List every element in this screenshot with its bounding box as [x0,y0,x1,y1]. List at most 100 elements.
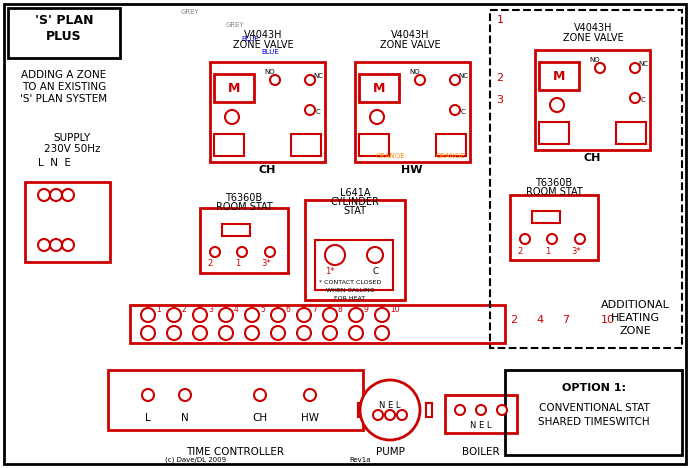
Bar [359,134,389,156]
Circle shape [38,239,50,251]
Circle shape [50,189,62,201]
Text: 230V 50Hz: 230V 50Hz [43,144,100,154]
Bar [222,224,250,236]
Text: 2: 2 [208,259,213,269]
Text: ROOM STAT: ROOM STAT [215,202,273,212]
Text: M: M [228,81,240,95]
Circle shape [375,326,389,340]
Text: N E L: N E L [380,401,401,410]
Bar [200,208,288,273]
Text: 2: 2 [182,306,187,314]
Text: NC: NC [458,73,468,79]
Circle shape [397,410,407,420]
Text: GREY: GREY [181,9,199,15]
Bar [130,305,505,343]
Bar [108,370,363,430]
Text: 'S' PLAN: 'S' PLAN [34,15,93,28]
Circle shape [62,189,74,201]
Circle shape [450,105,460,115]
Circle shape [210,247,220,257]
Bar [616,122,646,144]
Text: STAT: STAT [344,206,366,216]
Text: SHARED TIMESWITCH: SHARED TIMESWITCH [538,417,650,427]
Text: BOILER: BOILER [462,447,500,457]
Circle shape [497,405,507,415]
Text: ZONE VALVE: ZONE VALVE [562,33,623,43]
Text: CH: CH [583,153,601,163]
Text: 1*: 1* [325,268,335,277]
Bar [532,211,560,223]
Text: HW: HW [402,165,423,175]
Circle shape [193,326,207,340]
Text: 2: 2 [518,247,522,256]
Circle shape [167,326,181,340]
Text: N: N [181,413,189,423]
Circle shape [323,326,337,340]
Circle shape [167,308,181,322]
Circle shape [219,308,233,322]
Circle shape [349,308,363,322]
Circle shape [305,105,315,115]
Circle shape [271,326,285,340]
Circle shape [370,110,384,124]
Circle shape [575,234,585,244]
Circle shape [38,189,50,201]
Circle shape [595,63,605,73]
Text: HW: HW [301,413,319,423]
Text: NC: NC [638,61,648,67]
Bar [436,134,466,156]
Text: 9: 9 [364,306,369,314]
Text: NO: NO [410,69,420,75]
Bar [359,74,399,102]
Text: 3*: 3* [262,259,270,269]
Circle shape [520,234,530,244]
Text: BLUE: BLUE [241,36,259,42]
Bar [291,134,321,156]
Text: 8: 8 [338,306,343,314]
Circle shape [375,308,389,322]
Bar [539,62,579,90]
Text: GREY: GREY [226,22,244,28]
Circle shape [245,308,259,322]
Text: 10: 10 [390,306,400,314]
Text: ZONE VALVE: ZONE VALVE [380,40,440,50]
Text: ROOM STAT: ROOM STAT [526,187,582,197]
Bar [539,122,569,144]
Text: T6360B: T6360B [535,178,573,188]
Circle shape [237,247,247,257]
Text: SUPPLY: SUPPLY [53,133,90,143]
Text: ADDING A ZONE: ADDING A ZONE [21,70,107,80]
Circle shape [450,75,460,85]
Text: WHEN CALLING: WHEN CALLING [326,288,374,293]
Circle shape [62,239,74,251]
Text: V4043H: V4043H [391,30,429,40]
Circle shape [325,245,345,265]
Bar [8,8,120,58]
Text: 2: 2 [511,315,518,325]
Circle shape [305,75,315,85]
Text: NO: NO [265,69,275,75]
Circle shape [360,380,420,440]
Text: 7: 7 [312,306,317,314]
Text: 3: 3 [208,306,213,314]
Circle shape [254,389,266,401]
Circle shape [225,110,239,124]
Circle shape [142,389,154,401]
Bar [426,403,432,417]
Text: FOR HEAT: FOR HEAT [335,297,366,301]
Text: M: M [553,70,565,82]
Text: TIME CONTROLLER: TIME CONTROLLER [186,447,284,457]
Text: BLUE: BLUE [261,49,279,55]
Circle shape [265,247,275,257]
Text: * CONTACT CLOSED: * CONTACT CLOSED [319,280,381,285]
Text: ZONE VALVE: ZONE VALVE [233,40,293,50]
Text: L641A: L641A [339,188,371,198]
Text: ADDITIONAL: ADDITIONAL [600,300,669,310]
Text: NO: NO [590,57,600,63]
Text: TO AN EXISTING: TO AN EXISTING [22,82,106,92]
Bar [210,62,325,162]
Text: NC: NC [313,73,323,79]
Text: C: C [461,109,465,115]
Text: 3: 3 [497,95,504,105]
Text: OPTION 1:: OPTION 1: [562,383,626,393]
